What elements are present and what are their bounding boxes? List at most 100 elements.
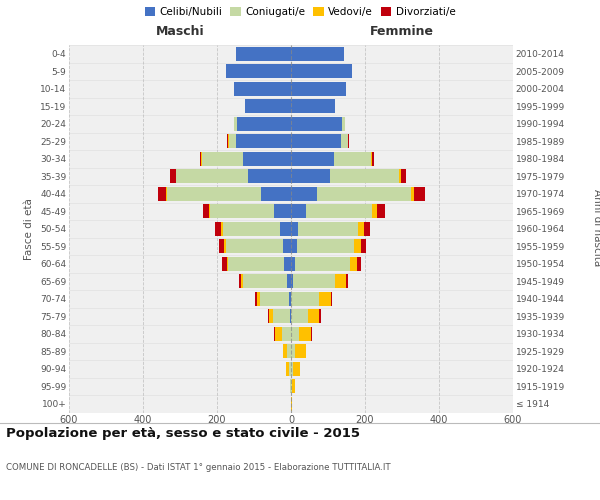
- Bar: [245, 100, 291, 113]
- Bar: [235, 134, 291, 148]
- Text: Anni di nascita: Anni di nascita: [592, 189, 600, 266]
- Bar: [166, 187, 167, 200]
- Bar: [158, 187, 166, 200]
- Bar: [291, 152, 334, 166]
- Bar: [377, 204, 385, 218]
- Bar: [275, 327, 282, 340]
- Bar: [291, 327, 299, 340]
- Bar: [346, 274, 348, 288]
- Bar: [291, 274, 293, 288]
- Bar: [330, 170, 400, 183]
- Bar: [296, 240, 354, 253]
- Bar: [319, 292, 331, 306]
- Bar: [334, 152, 371, 166]
- Bar: [335, 274, 346, 288]
- Bar: [291, 117, 342, 130]
- Bar: [269, 310, 273, 323]
- Bar: [203, 204, 209, 218]
- Bar: [248, 170, 291, 183]
- Bar: [291, 134, 341, 148]
- Bar: [317, 187, 411, 200]
- Bar: [289, 362, 291, 376]
- Bar: [291, 380, 292, 393]
- Bar: [291, 82, 346, 96]
- Bar: [280, 222, 291, 235]
- Bar: [371, 152, 374, 166]
- Bar: [202, 152, 243, 166]
- Bar: [200, 152, 202, 166]
- Bar: [222, 257, 227, 270]
- Bar: [291, 240, 296, 253]
- Bar: [291, 47, 344, 60]
- Bar: [291, 397, 292, 410]
- Bar: [291, 100, 335, 113]
- Bar: [401, 170, 406, 183]
- Bar: [287, 344, 291, 358]
- Bar: [291, 310, 308, 323]
- Bar: [224, 240, 226, 253]
- Bar: [342, 117, 345, 130]
- Bar: [319, 310, 320, 323]
- Bar: [291, 170, 330, 183]
- Bar: [260, 292, 289, 306]
- Bar: [287, 274, 291, 288]
- Bar: [262, 187, 291, 200]
- Bar: [167, 187, 262, 200]
- Bar: [295, 257, 350, 270]
- Bar: [290, 380, 291, 393]
- Bar: [219, 240, 224, 253]
- Bar: [289, 292, 291, 306]
- Text: COMUNE DI RONCADELLE (BS) - Dati ISTAT 1° gennaio 2015 - Elaborazione TUTTITALIA: COMUNE DI RONCADELLE (BS) - Dati ISTAT 1…: [6, 462, 391, 471]
- Bar: [243, 152, 291, 166]
- Bar: [358, 222, 364, 235]
- Bar: [235, 47, 291, 60]
- Bar: [241, 274, 243, 288]
- Text: Popolazione per età, sesso e stato civile - 2015: Popolazione per età, sesso e stato civil…: [6, 428, 360, 440]
- Bar: [350, 257, 357, 270]
- Bar: [341, 134, 347, 148]
- Bar: [411, 187, 414, 200]
- Bar: [239, 274, 241, 288]
- Bar: [291, 344, 295, 358]
- Bar: [291, 222, 298, 235]
- Bar: [274, 327, 275, 340]
- Bar: [354, 240, 361, 253]
- Bar: [229, 134, 235, 148]
- Bar: [284, 257, 291, 270]
- Bar: [233, 82, 291, 96]
- Bar: [227, 134, 229, 148]
- Bar: [291, 64, 352, 78]
- Bar: [291, 187, 317, 200]
- Bar: [293, 274, 335, 288]
- Bar: [373, 204, 377, 218]
- Bar: [228, 257, 284, 270]
- Bar: [176, 170, 248, 183]
- Bar: [209, 204, 274, 218]
- Bar: [299, 327, 311, 340]
- Bar: [221, 222, 223, 235]
- Bar: [283, 240, 291, 253]
- Bar: [273, 310, 290, 323]
- Text: Femmine: Femmine: [370, 24, 434, 38]
- Bar: [293, 362, 300, 376]
- Bar: [291, 292, 319, 306]
- Bar: [268, 310, 269, 323]
- Bar: [306, 204, 373, 218]
- Bar: [298, 222, 358, 235]
- Bar: [283, 344, 287, 358]
- Bar: [215, 222, 221, 235]
- Bar: [311, 327, 312, 340]
- Bar: [282, 327, 291, 340]
- Bar: [291, 257, 295, 270]
- Bar: [290, 310, 291, 323]
- Bar: [331, 292, 332, 306]
- Bar: [226, 240, 283, 253]
- Bar: [347, 134, 349, 148]
- Bar: [295, 344, 306, 358]
- Bar: [170, 170, 176, 183]
- Bar: [226, 64, 291, 78]
- Legend: Celibi/Nubili, Coniugati/e, Vedovi/e, Divorziati/e: Celibi/Nubili, Coniugati/e, Vedovi/e, Di…: [140, 2, 460, 21]
- Bar: [274, 204, 291, 218]
- Bar: [292, 380, 295, 393]
- Bar: [243, 274, 287, 288]
